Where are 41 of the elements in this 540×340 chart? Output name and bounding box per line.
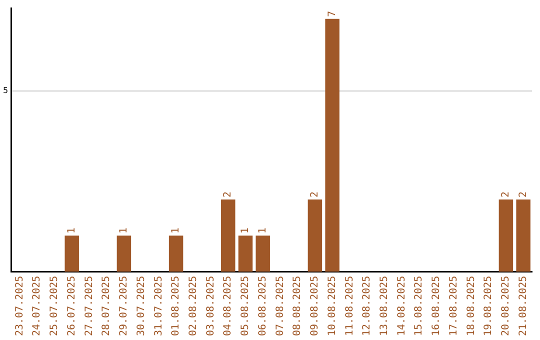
x-tick-label: 03.08.2025 (205, 276, 216, 336)
data-label: 1 (240, 228, 252, 234)
x-tick-label: 19.08.2025 (483, 276, 494, 336)
y-tick-label: 5 (2, 86, 8, 96)
x-tick-label: 10.08.2025 (326, 276, 338, 336)
x-tick-label: 28.07.2025 (101, 276, 112, 336)
x-tick-label: 21.08.2025 (518, 276, 529, 336)
x-tick-label: 08.08.2025 (292, 276, 304, 336)
x-tick-label: 11.08.2025 (344, 276, 356, 336)
data-label: 2 (222, 191, 234, 198)
data-label: 2 (518, 191, 529, 198)
x-tick-label: 26.07.2025 (66, 276, 78, 336)
x-tick-label: 06.08.2025 (257, 276, 268, 336)
x-tick-label: 09.08.2025 (310, 276, 321, 336)
data-label: 2 (500, 191, 512, 198)
x-tick-label: 01.08.2025 (170, 276, 182, 336)
x-tick-label: 29.07.2025 (118, 276, 130, 336)
x-tick-label: 24.07.2025 (32, 276, 43, 336)
x-tick-label: 12.08.2025 (362, 276, 373, 336)
x-tick-label: 23.07.2025 (14, 276, 26, 336)
x-tick-label: 16.08.2025 (431, 276, 442, 336)
data-label: 1 (170, 228, 182, 234)
x-tick-label: 30.07.2025 (136, 276, 147, 336)
x-tick-label: 17.08.2025 (448, 276, 460, 336)
x-tick-label: 05.08.2025 (240, 276, 252, 336)
data-label: 2 (310, 191, 321, 198)
x-tick-label: 02.08.2025 (188, 276, 199, 336)
x-tick-label: 25.07.2025 (49, 276, 60, 336)
x-tick-label: 07.08.2025 (274, 276, 286, 336)
x-tick-label: 27.07.2025 (84, 276, 95, 336)
data-label: 1 (66, 228, 78, 234)
x-tick-label: 18.08.2025 (466, 276, 477, 336)
data-label: 1 (257, 228, 268, 234)
x-tick-label: 20.08.2025 (500, 276, 512, 336)
x-tick-label: 13.08.2025 (379, 276, 390, 336)
data-label: 1 (118, 228, 130, 234)
x-tick-label: 31.07.2025 (153, 276, 164, 336)
x-tick-label: 15.08.2025 (414, 276, 425, 336)
x-tick-label: 14.08.2025 (396, 276, 408, 336)
data-label: 7 (326, 10, 338, 17)
x-tick-label: 04.08.2025 (222, 276, 234, 336)
